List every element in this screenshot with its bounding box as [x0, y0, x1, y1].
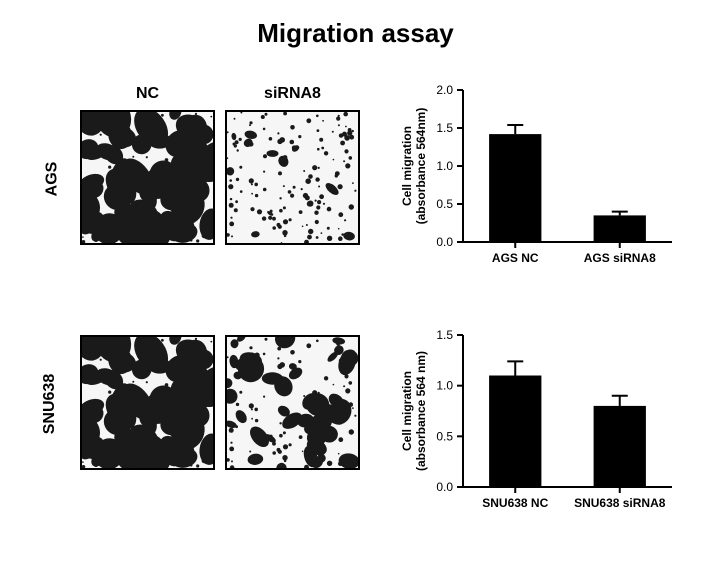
micrograph-ags-nc	[80, 110, 215, 245]
column-label-nc: NC	[80, 85, 215, 103]
row-label-ags: AGS	[43, 162, 61, 197]
micrograph-snu638-nc	[80, 335, 215, 470]
micrograph-snu638-sirna8	[225, 335, 360, 470]
svg-text:SNU638 NC: SNU638 NC	[482, 496, 548, 510]
chart-snu638: 0.0 0.5 1.0 1.5 Cell migration(absorbance 56…	[395, 325, 680, 515]
svg-text:SNU638 siRNA8: SNU638 siRNA8	[574, 496, 666, 510]
svg-text:2.0: 2.0	[436, 83, 453, 97]
micrograph-ags-sirna8	[225, 110, 360, 245]
svg-text:AGS NC: AGS NC	[492, 251, 539, 265]
row-label-snu638: SNU638	[41, 374, 59, 434]
svg-text:0.5: 0.5	[436, 197, 453, 211]
column-label-sirna8: siRNA8	[225, 85, 360, 103]
svg-text:1.0: 1.0	[436, 379, 453, 393]
svg-text:1.5: 1.5	[436, 328, 453, 342]
page-title: Migration assay	[0, 18, 711, 49]
svg-text:1.5: 1.5	[436, 121, 453, 135]
svg-text:1.0: 1.0	[436, 159, 453, 173]
svg-text:Cell migration(absorbance 564: Cell migration(absorbance 564 nm)	[400, 351, 428, 471]
svg-text:0.0: 0.0	[436, 235, 453, 249]
svg-text:0.5: 0.5	[436, 429, 453, 443]
svg-text:0.0: 0.0	[436, 480, 453, 494]
chart-ags: 0.0 0.5 1.0 1.5 2.0 Cell migration(absorbance…	[395, 80, 680, 270]
svg-text:Cell migration(absorbance 564n: Cell migration(absorbance 564nm)	[400, 108, 428, 225]
svg-text:AGS siRNA8: AGS siRNA8	[584, 251, 656, 265]
